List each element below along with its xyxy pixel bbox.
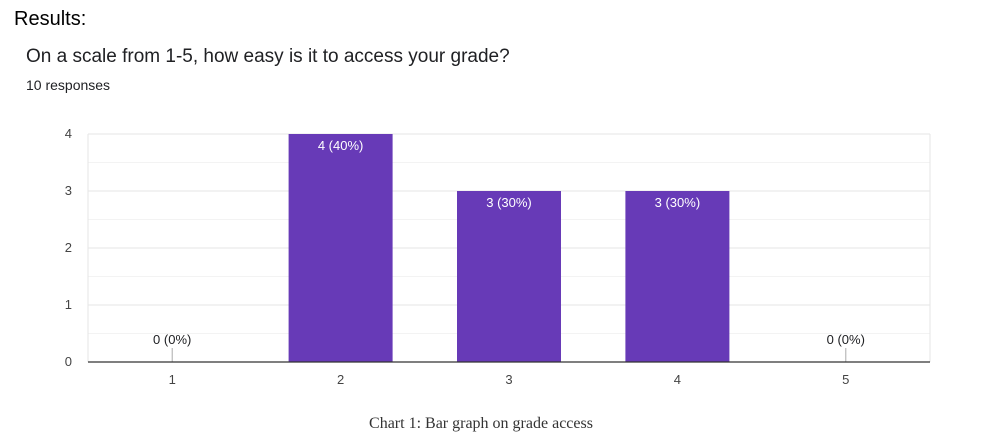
- response-count: 10 responses: [26, 77, 111, 93]
- x-tick-label: 2: [337, 372, 344, 387]
- results-heading: Results:: [14, 8, 87, 30]
- bar: [457, 191, 561, 362]
- y-tick-label: 3: [65, 183, 72, 198]
- x-tick-label: 3: [505, 372, 512, 387]
- y-tick-label: 2: [65, 240, 72, 255]
- question-title: On a scale from 1-5, how easy is it to a…: [26, 46, 510, 67]
- y-tick-label: 0: [65, 354, 72, 369]
- labels: 0 1 2 3 4 0 (0%) 1 4 (40%) 2 3 (30%) 3 3 (30%) 4 0 (0…: [65, 126, 865, 387]
- bar-data-label: 4 (40%): [318, 138, 364, 153]
- x-tick-label: 4: [674, 372, 681, 387]
- x-tick-label: 5: [842, 372, 849, 387]
- y-tick-label: 1: [65, 297, 72, 312]
- bar: [288, 134, 393, 362]
- bar-data-label: 3 (30%): [486, 195, 532, 210]
- bar: [625, 191, 730, 362]
- bar-data-label: 0 (0%): [827, 332, 865, 347]
- bar-data-label: 3 (30%): [655, 195, 701, 210]
- bar-data-label: 0 (0%): [153, 332, 191, 347]
- chart-caption: Chart 1: Bar graph on grade access: [369, 415, 593, 432]
- bars: [171, 134, 847, 362]
- y-tick-label: 4: [65, 126, 72, 141]
- x-tick-label: 1: [169, 372, 176, 387]
